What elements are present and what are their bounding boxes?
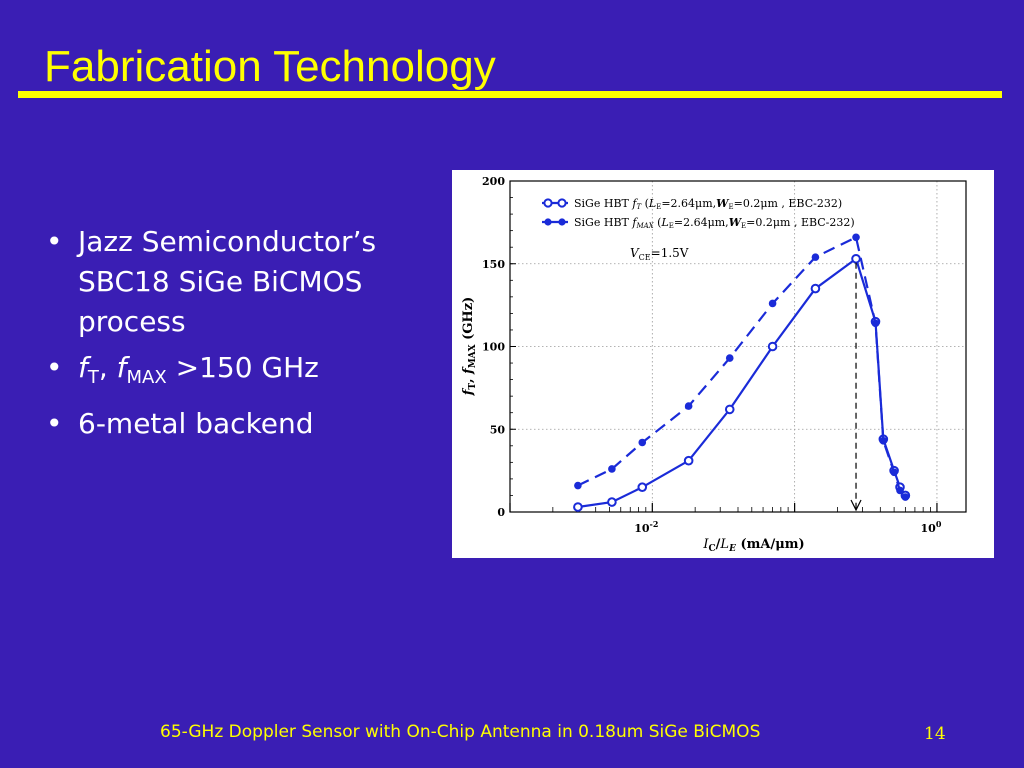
peak-marker-arrow <box>850 499 862 512</box>
y-tick-label: 100 <box>482 341 505 354</box>
page-number: 14 <box>924 724 946 744</box>
series-layer <box>573 233 911 512</box>
y-axis-label: fT, fMAX (GHz) <box>461 297 478 397</box>
bullet-comma: , <box>98 351 117 384</box>
bullet-text: 6-metal backend <box>78 407 314 440</box>
data-point-fmax <box>638 438 647 447</box>
fmax-symbol: f <box>116 351 127 384</box>
legend-label-fmax: SiGe HBT fMAX (LE=2.64μm,WE=0.2μm , EBC-… <box>574 216 855 230</box>
data-point-fmax <box>574 481 582 490</box>
data-point-fmax <box>896 486 904 495</box>
ft-subscript: T <box>87 367 99 388</box>
legend-marker-ft <box>557 198 567 208</box>
chart-panel: 0 50 100 150 200 10-2 100 SiGe HBT fT (LE=2.6… <box>452 170 994 558</box>
data-point-ft <box>683 455 694 466</box>
data-point-fmax <box>811 253 820 261</box>
legend: SiGe HBT fT (LE=2.64μm,WE=0.2μm , EBC-23… <box>542 197 855 230</box>
bullet-item-process: • Jazz Semiconductor’s SBC18 SiGe BiCMOS… <box>40 222 440 342</box>
bullet-item-frequency: • fT, fMAX >150 GHz <box>40 348 440 398</box>
data-point-ft <box>851 253 861 264</box>
data-point-ft <box>573 502 583 512</box>
data-point-fmax <box>608 465 616 473</box>
bullet-list: • Jazz Semiconductor’s SBC18 SiGe BiCMOS… <box>40 222 440 450</box>
y-tick-label: 200 <box>482 175 505 188</box>
chart-grid <box>510 181 966 512</box>
title-underline <box>18 91 1002 98</box>
data-point-ft <box>637 482 648 492</box>
legend-marker-ft <box>543 198 553 208</box>
data-point-fmax <box>879 437 888 445</box>
data-point-ft <box>810 283 821 294</box>
slide-footer: 65-GHz Doppler Sensor with On-Chip Anten… <box>160 722 761 742</box>
x-axis-label: IC/LE (mA/μm) <box>702 537 804 554</box>
ft-symbol: f <box>78 351 88 384</box>
data-point-fmax <box>684 402 693 410</box>
y-ticks: 0 50 100 150 200 <box>482 175 516 519</box>
legend-marker-fmax <box>558 218 566 226</box>
bullet-dot: • <box>46 351 63 384</box>
data-point-fmax <box>768 299 777 308</box>
y-tick-label: 50 <box>490 423 506 436</box>
data-point-fmax <box>871 319 880 328</box>
bullet-item-backend: • 6-metal backend <box>40 404 440 444</box>
legend-label-ft: SiGe HBT fT (LE=2.64μm,WE=0.2μm , EBC-23… <box>574 197 842 211</box>
data-point-fmax <box>852 233 860 242</box>
fmax-subscript: MAX <box>126 367 167 388</box>
bullet-text: Jazz Semiconductor’s SBC18 SiGe BiCMOS p… <box>78 225 377 338</box>
vce-annotation: VCE=1.5V <box>630 246 689 262</box>
data-point-fmax <box>890 468 898 477</box>
x-tick-label: 10-2 <box>634 519 658 535</box>
slide-title: Fabrication Technology <box>44 42 496 91</box>
x-tick-label: 100 <box>921 519 942 535</box>
x-ticks: 10-2 100 <box>509 503 942 535</box>
legend-marker-fmax <box>544 218 552 226</box>
data-point-ft <box>607 497 617 507</box>
bullet-text: >150 GHz <box>166 351 319 384</box>
frequency-chart: 0 50 100 150 200 10-2 100 SiGe HBT fT (LE=2.6… <box>461 175 967 554</box>
data-point-ft <box>767 341 778 352</box>
bullet-dot: • <box>46 225 63 258</box>
data-point-ft <box>724 404 735 415</box>
bullet-dot: • <box>46 407 63 440</box>
data-point-fmax <box>725 354 734 362</box>
y-tick-label: 150 <box>482 258 505 271</box>
data-point-fmax <box>901 493 910 501</box>
y-tick-label: 0 <box>497 506 505 519</box>
